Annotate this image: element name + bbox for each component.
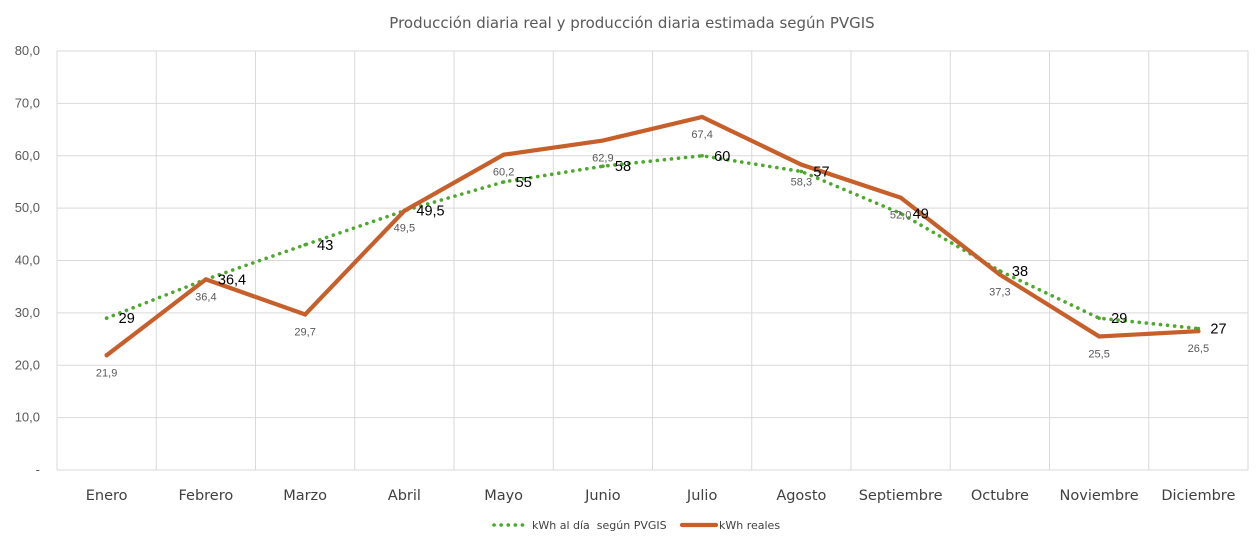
y-tick-label: 20,0 [15,357,40,372]
y-tick-label: 10,0 [15,410,40,425]
x-axis: Enero Febrero Marzo Abril Mayo Junio Julio Agos… [86,488,1236,504]
data-label-pvgis: 29 [1111,311,1127,327]
x-tick-label: Abril [388,488,421,504]
x-tick-label: Agosto [776,488,826,504]
point-pvgis [601,164,605,169]
x-tick-label: Febrero [178,488,233,504]
x-tick-label: Junio [584,488,621,504]
data-label-reales: 37,3 [989,287,1010,299]
data-label-reales: 62,9 [592,153,613,165]
data-label-pvgis: 43 [317,238,333,254]
data-label-reales: 29,7 [294,326,315,338]
x-tick-label: Noviembre [1060,488,1139,504]
data-label-pvgis: 55 [516,175,532,191]
y-tick-label: 80,0 [15,43,40,58]
data-label-reales: 67,4 [691,129,712,141]
point-pvgis [104,316,109,320]
chart-title: Producción diaria real y producción diar… [389,14,874,32]
x-tick-label: Enero [86,488,128,504]
point-reales [799,162,804,167]
point-pvgis [1097,316,1101,320]
x-tick-label: Septiembre [859,488,943,504]
point-reales [104,353,109,358]
data-label-reales: 49,5 [394,223,415,235]
x-tick-label: Julio [686,488,718,504]
point-reales [997,272,1002,277]
data-label-reales: 36,4 [195,291,216,303]
point-pvgis [898,211,903,216]
y-tick-label: 70,0 [15,95,40,110]
legend-label-pvgis: kWh al día según PVGIS [532,519,667,532]
legend-item-pvgis: kWh al día según PVGIS [492,519,667,532]
data-label-pvgis: 58 [615,159,631,175]
point-reales [402,208,407,213]
data-label-pvgis: 49,5 [416,204,444,220]
y-tick-label: 40,0 [15,253,40,268]
data-label-pvgis: 29 [119,311,135,327]
point-pvgis [501,180,506,184]
data-label-pvgis: 27 [1210,322,1226,338]
x-tick-label: Marzo [283,488,327,504]
x-tick-label: Mayo [484,488,523,504]
y-axis: - 10,0 20,0 30,0 40,0 50,0 60,0 70,0 80,0 [15,43,40,477]
data-label-reales: 25,5 [1088,348,1109,360]
point-reales [600,138,605,143]
x-tick-label: Octubre [971,488,1029,504]
x-tick-label: Diciembre [1161,488,1235,504]
legend-label-reales: kWh reales [719,519,780,532]
point-reales [303,312,308,317]
series [104,114,1201,358]
point-pvgis [700,153,704,158]
point-pvgis [303,242,307,247]
data-label-pvgis: 57 [813,164,829,180]
y-tick-label: - [36,462,40,477]
legend: kWh al día según PVGIS kWh reales [492,519,780,532]
legend-item-reales: kWh reales [679,519,780,532]
data-label-reales: 60,2 [493,167,514,179]
gridlines [56,50,1249,471]
data-label-reales: 58,3 [791,177,812,189]
data-label-reales: 26,5 [1188,343,1209,355]
y-tick-label: 60,0 [15,148,40,163]
data-label-reales: 21,9 [96,367,117,379]
point-reales [700,114,705,119]
point-reales [898,195,903,200]
data-label-reales: 52,0 [890,210,911,222]
data-label-pvgis: 60 [714,149,730,165]
data-label-pvgis: 36,4 [218,272,246,288]
series-line-reales [104,114,1201,358]
data-labels: 21,9 36,4 29,7 49,5 60,2 62,9 67,4 58,3 52,0 37,3… [96,129,1227,379]
point-reales [1196,329,1201,334]
point-reales [1097,334,1102,339]
y-tick-label: 50,0 [15,200,40,215]
point-pvgis [799,169,804,174]
point-reales [203,277,208,282]
y-tick-label: 30,0 [15,305,40,320]
data-label-pvgis: 49 [913,206,929,222]
point-reales [501,152,506,157]
data-label-pvgis: 38 [1012,264,1028,280]
point-pvgis [998,269,1002,273]
